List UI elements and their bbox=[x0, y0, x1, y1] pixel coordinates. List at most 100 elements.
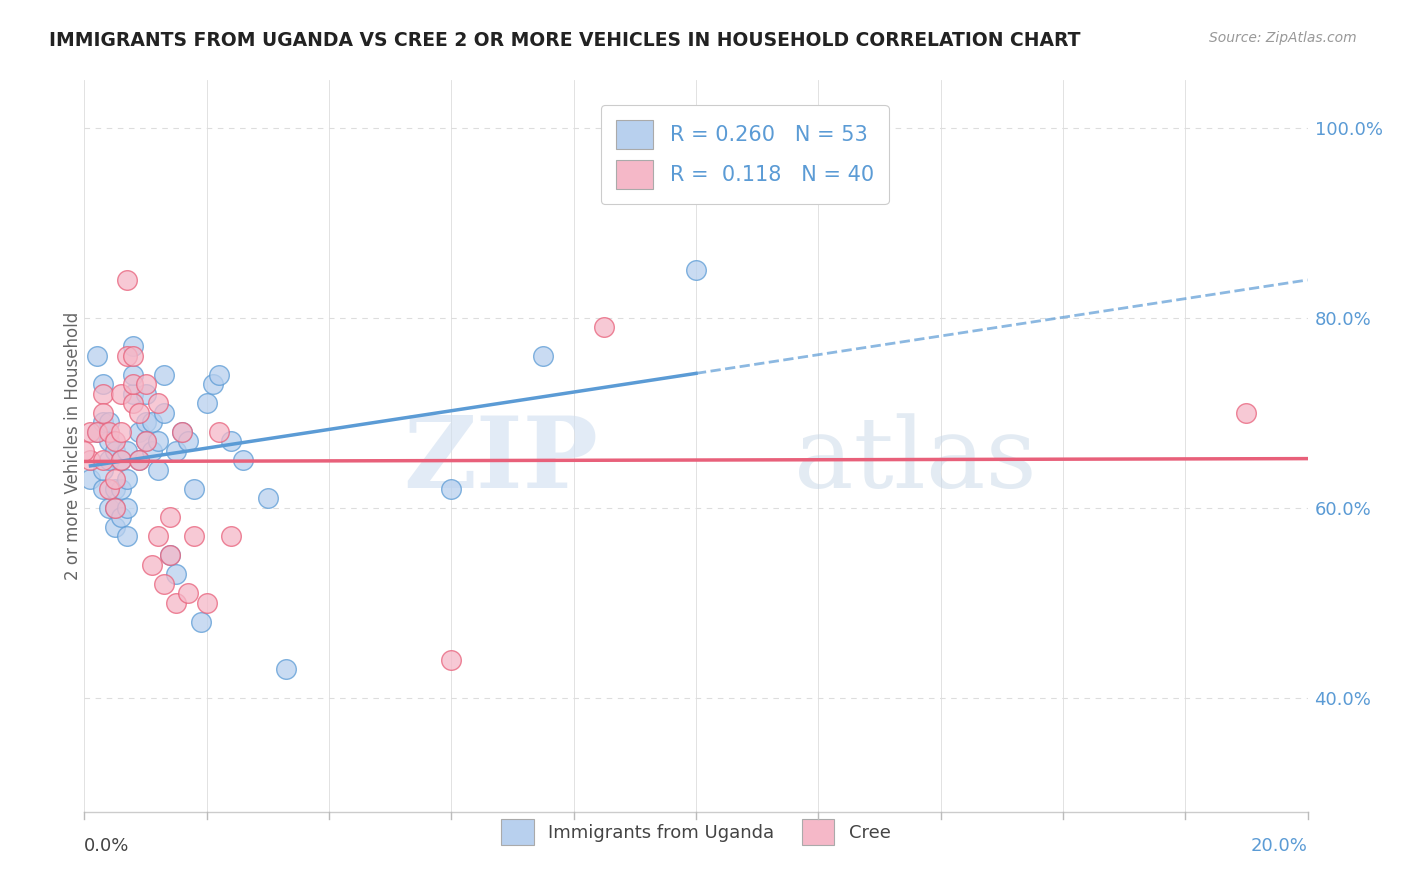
Point bbox=[104, 500, 127, 515]
Point bbox=[110, 453, 132, 467]
Point bbox=[153, 406, 176, 420]
Y-axis label: 2 or more Vehicles in Household: 2 or more Vehicles in Household bbox=[65, 312, 82, 580]
Point bbox=[159, 548, 181, 562]
Text: ZIP: ZIP bbox=[404, 412, 598, 509]
Point bbox=[122, 349, 145, 363]
Point bbox=[195, 596, 218, 610]
Point bbox=[115, 349, 138, 363]
Point bbox=[531, 349, 554, 363]
Point bbox=[183, 529, 205, 543]
Point bbox=[593, 320, 616, 334]
Point bbox=[97, 500, 120, 515]
Point bbox=[128, 425, 150, 439]
Point bbox=[91, 463, 114, 477]
Point bbox=[79, 453, 101, 467]
Point bbox=[128, 453, 150, 467]
Point bbox=[135, 434, 157, 449]
Point bbox=[141, 443, 163, 458]
Text: atlas: atlas bbox=[794, 413, 1036, 508]
Point bbox=[232, 453, 254, 467]
Point bbox=[135, 377, 157, 392]
Point bbox=[159, 510, 181, 524]
Point bbox=[146, 463, 169, 477]
Text: 20.0%: 20.0% bbox=[1251, 837, 1308, 855]
Point bbox=[104, 520, 127, 534]
Point bbox=[104, 434, 127, 449]
Point bbox=[110, 386, 132, 401]
Point bbox=[276, 662, 298, 676]
Point bbox=[141, 558, 163, 572]
Point bbox=[183, 482, 205, 496]
Point bbox=[97, 482, 120, 496]
Point bbox=[115, 443, 138, 458]
Point bbox=[1236, 406, 1258, 420]
Point bbox=[122, 396, 145, 410]
Point bbox=[208, 368, 231, 382]
Point bbox=[91, 406, 114, 420]
Point bbox=[172, 425, 194, 439]
Point bbox=[97, 453, 120, 467]
Point bbox=[153, 368, 176, 382]
Point bbox=[201, 377, 224, 392]
Point bbox=[115, 529, 138, 543]
Point bbox=[110, 425, 132, 439]
Point bbox=[86, 425, 108, 439]
Point bbox=[257, 491, 280, 506]
Point bbox=[440, 482, 463, 496]
Point bbox=[97, 425, 120, 439]
Point bbox=[91, 377, 114, 392]
Point bbox=[91, 415, 114, 429]
Point bbox=[104, 500, 127, 515]
Text: IMMIGRANTS FROM UGANDA VS CREE 2 OR MORE VEHICLES IN HOUSEHOLD CORRELATION CHART: IMMIGRANTS FROM UGANDA VS CREE 2 OR MORE… bbox=[49, 31, 1081, 50]
Point bbox=[128, 406, 150, 420]
Point bbox=[135, 434, 157, 449]
Point bbox=[141, 415, 163, 429]
Point bbox=[91, 453, 114, 467]
Point bbox=[73, 443, 96, 458]
Text: 0.0%: 0.0% bbox=[84, 837, 129, 855]
Point bbox=[115, 500, 138, 515]
Point bbox=[110, 482, 132, 496]
Point bbox=[219, 434, 242, 449]
Point bbox=[172, 425, 194, 439]
Point bbox=[135, 415, 157, 429]
Point bbox=[122, 368, 145, 382]
Point bbox=[104, 472, 127, 486]
Point bbox=[122, 339, 145, 353]
Point bbox=[135, 386, 157, 401]
Point bbox=[146, 529, 169, 543]
Point bbox=[79, 425, 101, 439]
Point bbox=[104, 443, 127, 458]
Point bbox=[195, 396, 218, 410]
Point bbox=[115, 273, 138, 287]
Point bbox=[104, 482, 127, 496]
Legend: Immigrants from Uganda, Cree: Immigrants from Uganda, Cree bbox=[492, 810, 900, 854]
Point bbox=[153, 576, 176, 591]
Point bbox=[177, 586, 200, 600]
Point bbox=[91, 482, 114, 496]
Point bbox=[165, 443, 187, 458]
Point bbox=[165, 596, 187, 610]
Point bbox=[159, 548, 181, 562]
Point bbox=[79, 472, 101, 486]
Point bbox=[190, 615, 212, 629]
Point bbox=[208, 425, 231, 439]
Point bbox=[86, 349, 108, 363]
Point bbox=[219, 529, 242, 543]
Point bbox=[122, 377, 145, 392]
Point bbox=[110, 453, 132, 467]
Point bbox=[146, 434, 169, 449]
Point bbox=[146, 396, 169, 410]
Point bbox=[685, 263, 707, 277]
Point bbox=[440, 653, 463, 667]
Point bbox=[86, 425, 108, 439]
Point bbox=[177, 434, 200, 449]
Point bbox=[128, 453, 150, 467]
Point bbox=[115, 472, 138, 486]
Point bbox=[110, 510, 132, 524]
Point bbox=[97, 415, 120, 429]
Text: Source: ZipAtlas.com: Source: ZipAtlas.com bbox=[1209, 31, 1357, 45]
Point bbox=[122, 386, 145, 401]
Point bbox=[91, 386, 114, 401]
Point bbox=[97, 434, 120, 449]
